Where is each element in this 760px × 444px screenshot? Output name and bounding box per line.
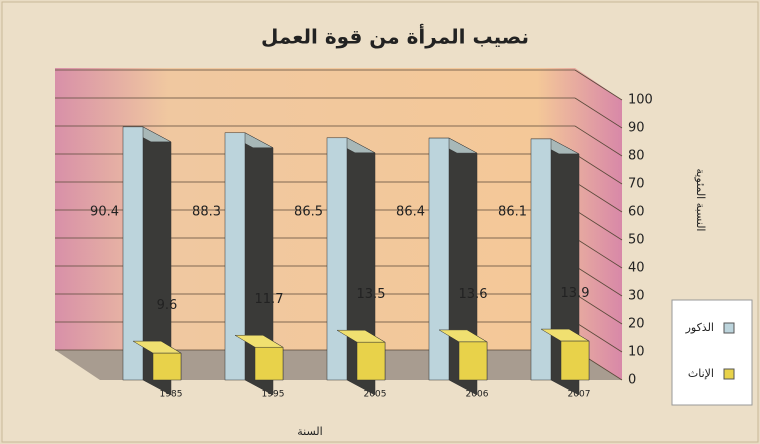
x-axis-label: السنة — [297, 425, 322, 438]
grid-line — [574, 293, 623, 325]
bar — [428, 137, 450, 381]
y-tick-label: 60 — [628, 205, 645, 220]
y-tick-label: 40 — [628, 261, 645, 276]
grid-line — [574, 125, 623, 157]
grid-line — [574, 181, 623, 213]
bar — [458, 341, 488, 381]
data-label: 9.6 — [157, 298, 178, 313]
data-label: 86.5 — [294, 205, 323, 220]
data-label: 86.4 — [396, 205, 425, 220]
y-tick-label: 100 — [628, 93, 653, 108]
y-tick-label: 70 — [628, 177, 645, 192]
data-label: 88.3 — [192, 205, 221, 220]
bar — [254, 346, 284, 381]
grid-line — [574, 321, 623, 353]
data-label: 13.9 — [561, 286, 590, 301]
bar — [530, 138, 552, 381]
y-tick-label: 50 — [628, 233, 645, 248]
bar — [152, 352, 182, 381]
bar — [326, 137, 348, 381]
y-axis-label: النسبة المئوية — [694, 169, 707, 232]
data-label: 11.7 — [255, 292, 284, 307]
grid-line — [574, 97, 623, 129]
y-tick-label: 80 — [628, 149, 645, 164]
y-tick-label: 30 — [628, 289, 645, 304]
y-tick-label: 20 — [628, 317, 645, 332]
bar — [560, 340, 590, 381]
data-label: 90.4 — [90, 205, 119, 220]
grid-line — [574, 153, 623, 185]
grid-line — [574, 265, 623, 297]
legend-label: الذكور — [685, 321, 714, 334]
bar — [224, 132, 246, 381]
data-label: 86.1 — [498, 205, 527, 220]
bar — [356, 341, 386, 381]
grid-line — [574, 209, 623, 241]
legend-swatch — [723, 322, 735, 334]
legend-swatch — [723, 368, 735, 380]
grid-line — [574, 237, 623, 269]
bar — [122, 126, 144, 381]
grid-line — [574, 69, 623, 101]
data-label: 13.6 — [459, 287, 488, 302]
y-tick-label: 10 — [628, 345, 645, 360]
y-tick-label: 0 — [628, 373, 636, 388]
legend — [671, 299, 753, 406]
y-tick-label: 90 — [628, 121, 645, 136]
data-label: 13.5 — [357, 287, 386, 302]
chart-title: نصيب المرأة من قوة العمل — [261, 23, 529, 49]
legend-label: الإناث — [688, 367, 714, 380]
